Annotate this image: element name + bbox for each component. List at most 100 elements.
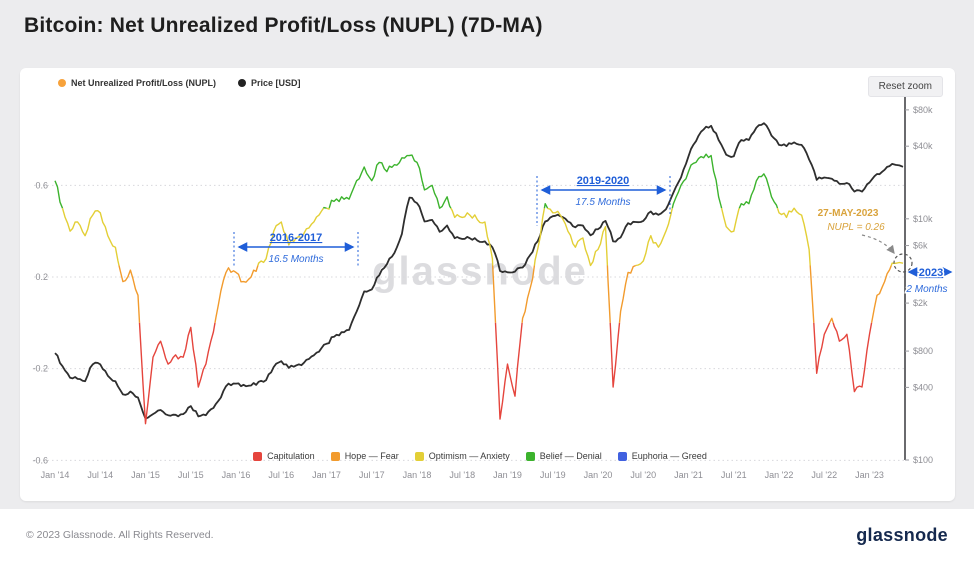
zone-legend-label: Euphoria — Greed (631, 451, 707, 461)
x-tick-label: Jul '14 (87, 470, 113, 480)
y-right-tick-label: $40k (913, 141, 933, 151)
x-tick-label: Jul '19 (540, 470, 566, 480)
zone-legend-label: Belief — Denial (539, 451, 602, 461)
nupl-series-segment (738, 173, 779, 209)
nupl-series-segment (326, 207, 330, 210)
nupl-series-segment (118, 265, 141, 323)
cycle2-duration: 17.5 Months (575, 197, 630, 208)
cycle2-title: 2019-2020 (577, 175, 630, 187)
x-tick-label: Jan '23 (855, 470, 884, 480)
chart-card: glassnode 0.6 0.2 -0.2 -0.6 $80k $40k $10k $6k $… (20, 68, 955, 501)
nupl-series-segment (54, 180, 64, 209)
nupl-series-segment (533, 208, 546, 266)
current-value-circle (893, 253, 913, 273)
series-legend-item[interactable]: Net Unrealized Profit/Loss (NUPL) (58, 78, 216, 88)
current-pointer-arrow (861, 234, 895, 254)
nupl-series-segment (138, 322, 216, 425)
zone-legend: Capitulation Hope — Fear Optimism — Anxiet… (55, 451, 905, 461)
zone-color-swatch (617, 451, 627, 461)
nupl-series-segment (890, 261, 904, 266)
x-tick-label: Jan '17 (312, 470, 341, 480)
nupl-series-segment (671, 153, 723, 209)
y-right-tick-label: $2k (913, 298, 928, 308)
nupl-series-segment (61, 208, 120, 266)
zone-legend-item: Capitulation (253, 451, 315, 461)
y-left-tick-label: -0.2 (32, 364, 48, 374)
zone-legend-label: Hope — Fear (344, 451, 399, 461)
y-right-tick-label: $10k (913, 214, 933, 224)
zone-color-swatch (414, 451, 424, 461)
nupl-series-segment (450, 207, 494, 266)
nupl-series-segment (606, 265, 611, 323)
cycle1-title: 2016-2017 (270, 232, 323, 244)
glassnode-logo[interactable]: glassnode (856, 524, 948, 545)
copyright-text: © 2023 Glassnode. All Rights Reserved. (26, 529, 214, 541)
x-tick-label: Jan '22 (765, 470, 794, 480)
x-tick-label: Jul '15 (178, 470, 204, 480)
nupl-series-segment (521, 265, 536, 323)
y-right-tick-label: $800 (913, 346, 933, 356)
nupl-series-segment (618, 264, 636, 323)
cycle3-duration: 2 Months (905, 284, 947, 295)
x-tick-label: Jul '21 (721, 470, 747, 480)
y-right-tick-label: $100 (913, 455, 933, 465)
nupl-series-segment (214, 265, 259, 323)
zone-legend-label: Capitulation (267, 451, 315, 461)
x-tick-label: Jul '22 (811, 470, 837, 480)
nupl-series-segment (809, 265, 815, 323)
zone-legend-item: Optimism — Anxiety (414, 451, 510, 461)
price-series (54, 122, 904, 420)
x-tick-label: Jul '17 (359, 470, 385, 480)
y-right-tick-label: $6k (913, 241, 928, 251)
legend-dot-icon (58, 79, 66, 87)
zone-color-swatch (330, 451, 340, 461)
zone-legend-item: Hope — Fear (330, 451, 399, 461)
series-legend-label: Price [USD] (251, 78, 301, 88)
zone-legend-item: Belief — Denial (525, 451, 602, 461)
nupl-series-segment (546, 207, 609, 267)
chart-plot-area[interactable]: 0.6 0.2 -0.2 -0.6 $80k $40k $10k $6k $2k $800 $400… (20, 68, 955, 501)
zone-legend-label: Optimism — Anxiety (428, 451, 510, 461)
x-tick-label: Jan '14 (41, 470, 70, 480)
series-legend-item[interactable]: Price [USD] (238, 78, 301, 88)
footer: © 2023 Glassnode. All Rights Reserved. g… (0, 509, 974, 561)
legend-dot-icon (238, 79, 247, 87)
nupl-series-segment (322, 206, 327, 209)
x-tick-label: Jan '21 (674, 470, 703, 480)
reset-zoom-button[interactable]: Reset zoom (867, 76, 943, 97)
x-tick-label: Jul '20 (630, 470, 656, 480)
x-tick-label: Jan '20 (584, 470, 613, 480)
current-nupl-label: NUPL = 0.26 (827, 222, 885, 233)
nupl-series-segment (832, 322, 873, 393)
series-legend-label: Net Unrealized Profit/Loss (NUPL) (71, 78, 217, 88)
nupl-series-segment (813, 322, 831, 374)
zone-color-swatch (253, 451, 263, 461)
nupl-series-segment (720, 207, 740, 233)
x-tick-label: Jul '18 (449, 470, 475, 480)
nupl-series-segment (635, 208, 673, 267)
x-tick-label: Jan '18 (403, 470, 432, 480)
series-legend: Net Unrealized Profit/Loss (NUPL) Price [… (58, 78, 301, 88)
nupl-series-segment (828, 317, 834, 324)
cycle1-duration: 16.5 Months (268, 254, 323, 265)
y-left-tick-label: 0.6 (35, 180, 48, 190)
nupl-series-segment (870, 265, 892, 323)
current-date-label: 27-MAY-2023 (818, 208, 879, 219)
cycle3-title: 2023 (919, 267, 943, 279)
x-tick-label: Jan '19 (493, 470, 522, 480)
y-right-tick-label: $400 (913, 382, 933, 392)
nupl-series-segment (328, 154, 452, 209)
nupl-series-segment (492, 265, 497, 323)
x-tick-label: Jan '16 (222, 470, 251, 480)
y-right-tick-label: $80k (913, 105, 933, 115)
zone-color-swatch (525, 451, 535, 461)
zone-legend-item: Euphoria — Greed (617, 451, 707, 461)
page-title: Bitcoin: Net Unrealized Profit/Loss (NUP… (24, 14, 543, 37)
y-left-tick-label: -0.6 (32, 455, 48, 465)
nupl-series-segment (543, 203, 549, 209)
nupl-series-segment (494, 322, 523, 420)
nupl-series-segment (776, 207, 811, 266)
x-tick-label: Jul '16 (268, 470, 294, 480)
x-tick-label: Jan '15 (131, 470, 160, 480)
nupl-series-segment (609, 322, 621, 388)
